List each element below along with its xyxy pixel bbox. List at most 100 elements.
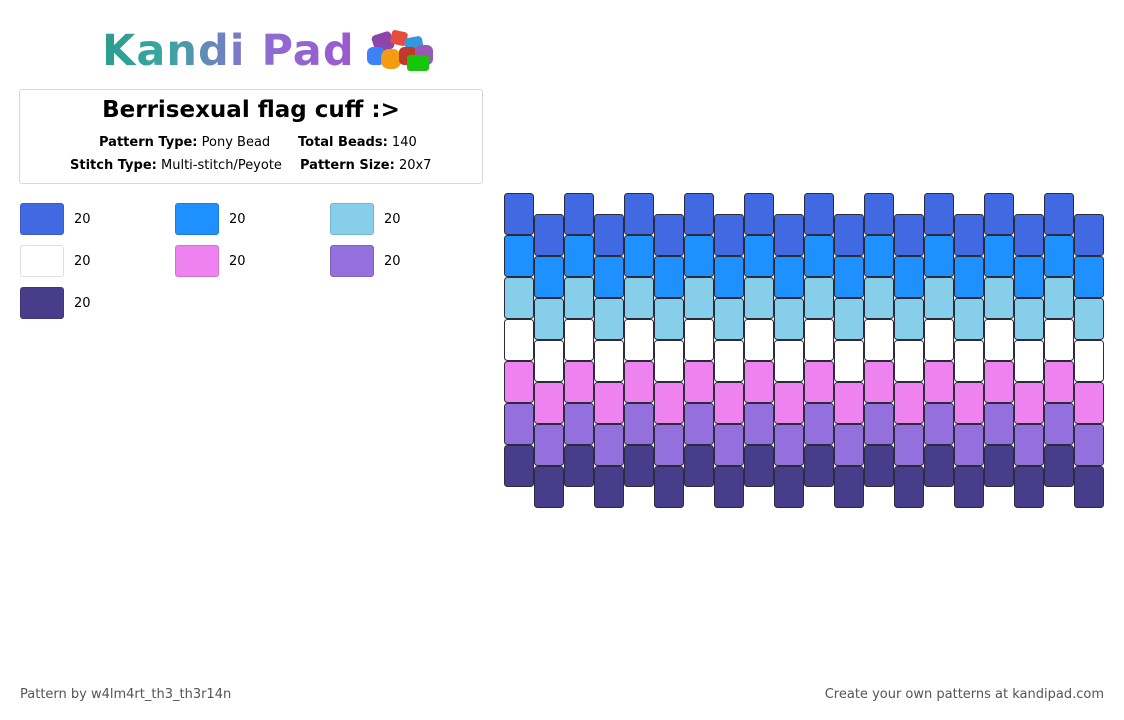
bead[interactable] bbox=[654, 382, 684, 424]
bead[interactable] bbox=[714, 382, 744, 424]
bead[interactable] bbox=[1074, 340, 1104, 382]
bead[interactable] bbox=[534, 214, 564, 256]
bead[interactable] bbox=[594, 256, 624, 298]
bead[interactable] bbox=[744, 235, 774, 277]
bead[interactable] bbox=[924, 193, 954, 235]
bead[interactable] bbox=[564, 445, 594, 487]
bead[interactable] bbox=[1044, 319, 1074, 361]
bead[interactable] bbox=[504, 403, 534, 445]
bead[interactable] bbox=[654, 298, 684, 340]
bead[interactable] bbox=[864, 193, 894, 235]
bead[interactable] bbox=[924, 403, 954, 445]
bead[interactable] bbox=[744, 193, 774, 235]
bead[interactable] bbox=[594, 298, 624, 340]
bead[interactable] bbox=[924, 445, 954, 487]
bead[interactable] bbox=[894, 340, 924, 382]
bead[interactable] bbox=[924, 277, 954, 319]
bead[interactable] bbox=[564, 403, 594, 445]
bead[interactable] bbox=[744, 403, 774, 445]
bead[interactable] bbox=[594, 214, 624, 256]
bead[interactable] bbox=[834, 424, 864, 466]
bead[interactable] bbox=[1044, 193, 1074, 235]
bead[interactable] bbox=[834, 214, 864, 256]
bead[interactable] bbox=[1014, 298, 1044, 340]
bead[interactable] bbox=[1074, 256, 1104, 298]
bead[interactable] bbox=[894, 298, 924, 340]
bead[interactable] bbox=[714, 298, 744, 340]
bead[interactable] bbox=[984, 445, 1014, 487]
bead[interactable] bbox=[534, 466, 564, 508]
bead[interactable] bbox=[684, 193, 714, 235]
bead[interactable] bbox=[534, 382, 564, 424]
bead[interactable] bbox=[684, 235, 714, 277]
bead[interactable] bbox=[834, 382, 864, 424]
bead[interactable] bbox=[534, 340, 564, 382]
bead[interactable] bbox=[654, 424, 684, 466]
bead[interactable] bbox=[714, 340, 744, 382]
bead[interactable] bbox=[804, 277, 834, 319]
bead[interactable] bbox=[804, 319, 834, 361]
bead[interactable] bbox=[624, 403, 654, 445]
bead[interactable] bbox=[714, 424, 744, 466]
legend-item[interactable]: 20 bbox=[330, 203, 401, 235]
bead[interactable] bbox=[804, 403, 834, 445]
bead[interactable] bbox=[624, 193, 654, 235]
bead[interactable] bbox=[654, 466, 684, 508]
bead[interactable] bbox=[504, 277, 534, 319]
bead[interactable] bbox=[834, 466, 864, 508]
bead[interactable] bbox=[504, 235, 534, 277]
bead[interactable] bbox=[564, 235, 594, 277]
bead[interactable] bbox=[984, 235, 1014, 277]
bead[interactable] bbox=[1074, 466, 1104, 508]
bead[interactable] bbox=[984, 193, 1014, 235]
bead[interactable] bbox=[954, 340, 984, 382]
bead[interactable] bbox=[864, 445, 894, 487]
bead[interactable] bbox=[774, 424, 804, 466]
bead[interactable] bbox=[504, 193, 534, 235]
bead[interactable] bbox=[594, 424, 624, 466]
legend-item[interactable]: 20 bbox=[330, 245, 401, 277]
bead[interactable] bbox=[624, 319, 654, 361]
bead[interactable] bbox=[1014, 256, 1044, 298]
bead[interactable] bbox=[1014, 466, 1044, 508]
bead[interactable] bbox=[774, 340, 804, 382]
bead[interactable] bbox=[534, 256, 564, 298]
legend-item[interactable]: 20 bbox=[175, 203, 246, 235]
bead[interactable] bbox=[834, 256, 864, 298]
bead[interactable] bbox=[714, 256, 744, 298]
bead[interactable] bbox=[624, 445, 654, 487]
legend-item[interactable]: 20 bbox=[175, 245, 246, 277]
bead[interactable] bbox=[1044, 445, 1074, 487]
bead[interactable] bbox=[804, 235, 834, 277]
bead[interactable] bbox=[564, 277, 594, 319]
bead[interactable] bbox=[864, 277, 894, 319]
pattern-author[interactable]: Pattern by w4lm4rt_th3_th3r14n bbox=[20, 687, 232, 702]
bead[interactable] bbox=[954, 382, 984, 424]
bead[interactable] bbox=[774, 298, 804, 340]
bead[interactable] bbox=[984, 319, 1014, 361]
bead[interactable] bbox=[894, 382, 924, 424]
bead[interactable] bbox=[984, 361, 1014, 403]
bead[interactable] bbox=[954, 214, 984, 256]
bead[interactable] bbox=[564, 361, 594, 403]
bead[interactable] bbox=[894, 214, 924, 256]
bead[interactable] bbox=[1044, 361, 1074, 403]
bead[interactable] bbox=[654, 340, 684, 382]
bead[interactable] bbox=[594, 466, 624, 508]
bead[interactable] bbox=[594, 340, 624, 382]
bead[interactable] bbox=[744, 361, 774, 403]
bead[interactable] bbox=[894, 256, 924, 298]
legend-item[interactable]: 20 bbox=[20, 287, 91, 319]
bead[interactable] bbox=[864, 361, 894, 403]
bead[interactable] bbox=[894, 424, 924, 466]
bead[interactable] bbox=[1014, 424, 1044, 466]
bead[interactable] bbox=[774, 214, 804, 256]
bead[interactable] bbox=[744, 277, 774, 319]
bead[interactable] bbox=[654, 214, 684, 256]
bead[interactable] bbox=[894, 466, 924, 508]
bead[interactable] bbox=[744, 319, 774, 361]
bead[interactable] bbox=[684, 361, 714, 403]
bead[interactable] bbox=[864, 319, 894, 361]
bead[interactable] bbox=[1014, 382, 1044, 424]
legend-item[interactable]: 20 bbox=[20, 203, 91, 235]
